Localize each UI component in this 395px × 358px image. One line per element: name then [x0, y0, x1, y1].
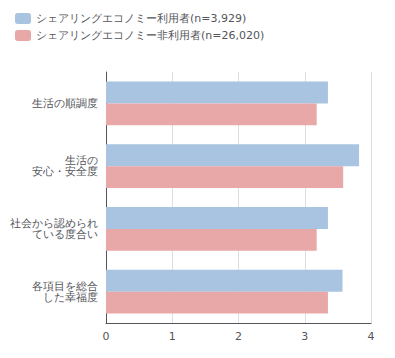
svg-text:シェアリングエコノミー非利用者(n=26,020): シェアリングエコノミー非利用者(n=26,020) [36, 29, 264, 42]
svg-text:各項目を総合: 各項目を総合 [32, 279, 98, 293]
svg-text:安心・安全度: 安心・安全度 [32, 165, 98, 178]
svg-text:1: 1 [169, 330, 176, 343]
svg-text:3: 3 [301, 330, 308, 343]
svg-text:ている度合い: ている度合い [32, 228, 98, 241]
svg-text:した幸福度: した幸福度 [43, 291, 98, 304]
svg-text:4: 4 [368, 330, 375, 343]
svg-text:シェアリングエコノミー利用者(n=3,929): シェアリングエコノミー利用者(n=3,929) [36, 12, 246, 25]
svg-text:社会から認められ: 社会から認められ [10, 216, 98, 230]
svg-text:生活の: 生活の [65, 154, 98, 168]
svg-text:2: 2 [235, 330, 242, 343]
svg-text:生活の順調度: 生活の順調度 [32, 97, 98, 110]
svg-text:0: 0 [103, 330, 110, 343]
